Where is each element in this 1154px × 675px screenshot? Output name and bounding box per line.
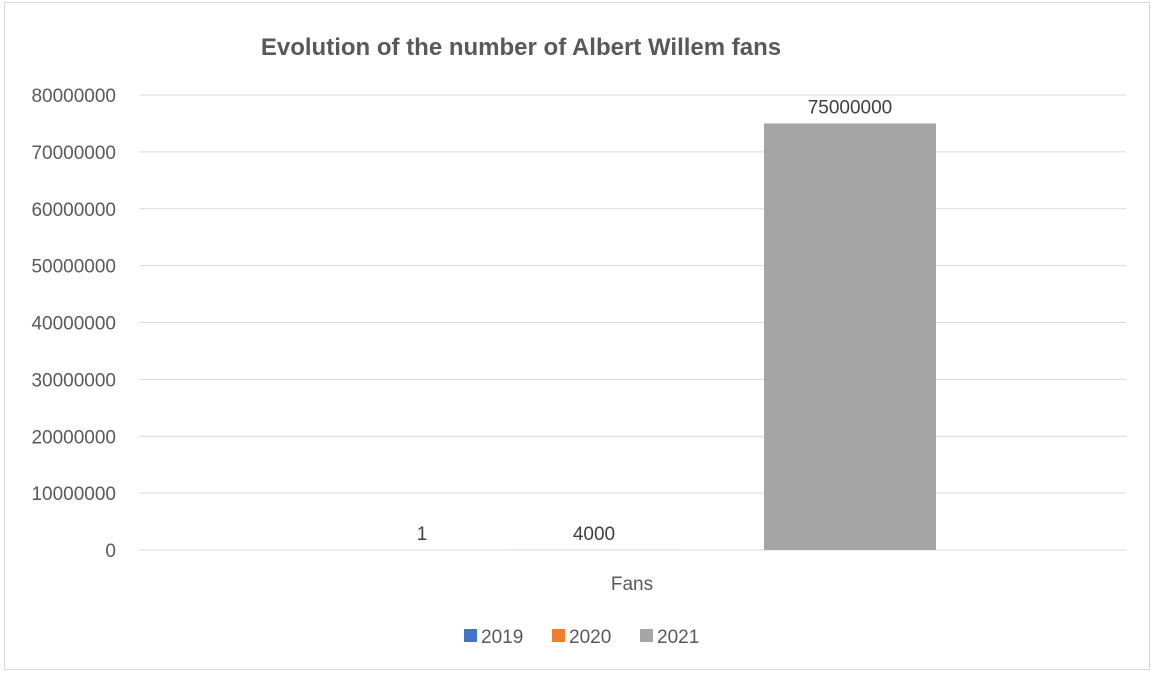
chart-frame — [4, 2, 1150, 670]
gridlines — [139, 94, 1126, 551]
legend-label-2020: 2020 — [569, 627, 611, 648]
y-tick-label: 10000000 — [31, 484, 116, 505]
y-tick-label: 80000000 — [31, 86, 116, 107]
data-label-2019: 1 — [417, 524, 428, 545]
bar-2021 — [764, 123, 936, 550]
y-tick-label: 60000000 — [31, 200, 116, 221]
y-tick-label: 40000000 — [31, 314, 116, 335]
y-tick-label: 50000000 — [31, 257, 116, 278]
y-axis-ticks: 0 10000000 20000000 30000000 40000000 5000000… — [31, 86, 116, 562]
data-label-2021: 75000000 — [808, 97, 893, 118]
y-tick-label: 20000000 — [31, 427, 116, 448]
legend-label-2021: 2021 — [657, 627, 699, 648]
y-tick-label: 30000000 — [31, 370, 116, 391]
y-tick-label: 70000000 — [31, 143, 116, 164]
legend-swatch-2019 — [464, 629, 477, 642]
legend-label-2019: 2019 — [481, 627, 523, 648]
x-category-label: Fans — [611, 574, 653, 595]
legend-swatch-2020 — [552, 629, 565, 642]
legend-swatch-2021 — [640, 629, 653, 642]
data-labels: 1 4000 75000000 — [417, 97, 893, 545]
legend: 2019 2020 2021 — [464, 627, 699, 648]
chart-title: Evolution of the number of Albert Willem… — [261, 34, 781, 61]
data-label-2020: 4000 — [573, 524, 615, 545]
bars — [508, 123, 936, 550]
y-tick-label: 0 — [105, 541, 116, 562]
